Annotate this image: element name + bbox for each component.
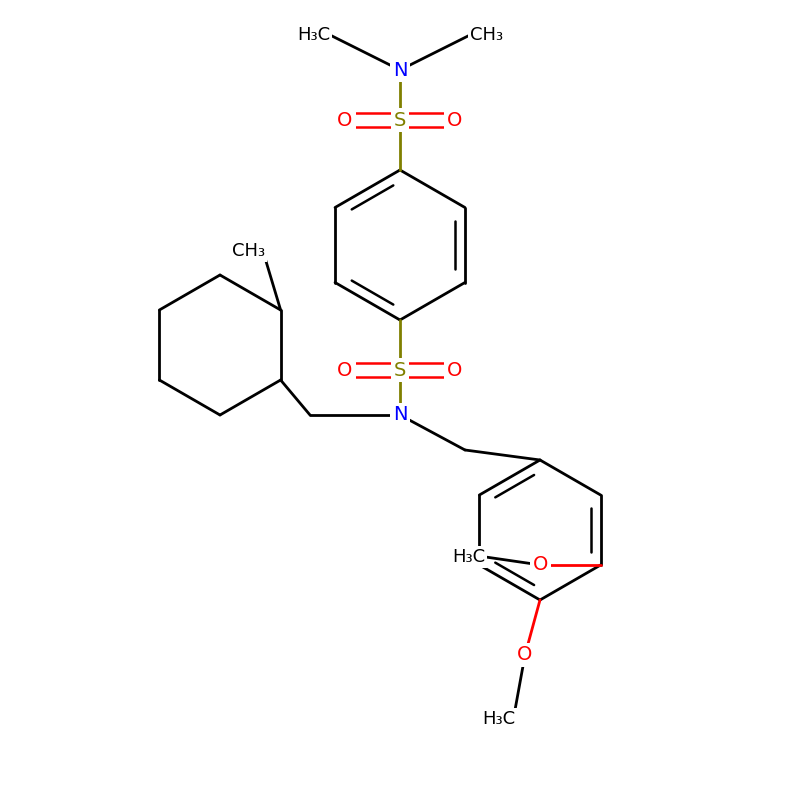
Text: O: O [533, 555, 548, 574]
Text: O: O [338, 361, 353, 379]
Text: O: O [447, 110, 462, 130]
Text: S: S [394, 110, 406, 130]
Text: CH₃: CH₃ [233, 242, 266, 260]
Text: CH₃: CH₃ [470, 26, 503, 44]
Text: N: N [393, 406, 407, 425]
Text: H₃C: H₃C [453, 548, 486, 566]
Text: H₃C: H₃C [482, 710, 515, 728]
Text: O: O [447, 361, 462, 379]
Text: N: N [393, 61, 407, 79]
Text: H₃C: H₃C [297, 26, 330, 44]
Text: S: S [394, 361, 406, 379]
Text: O: O [338, 110, 353, 130]
Text: O: O [518, 646, 533, 665]
